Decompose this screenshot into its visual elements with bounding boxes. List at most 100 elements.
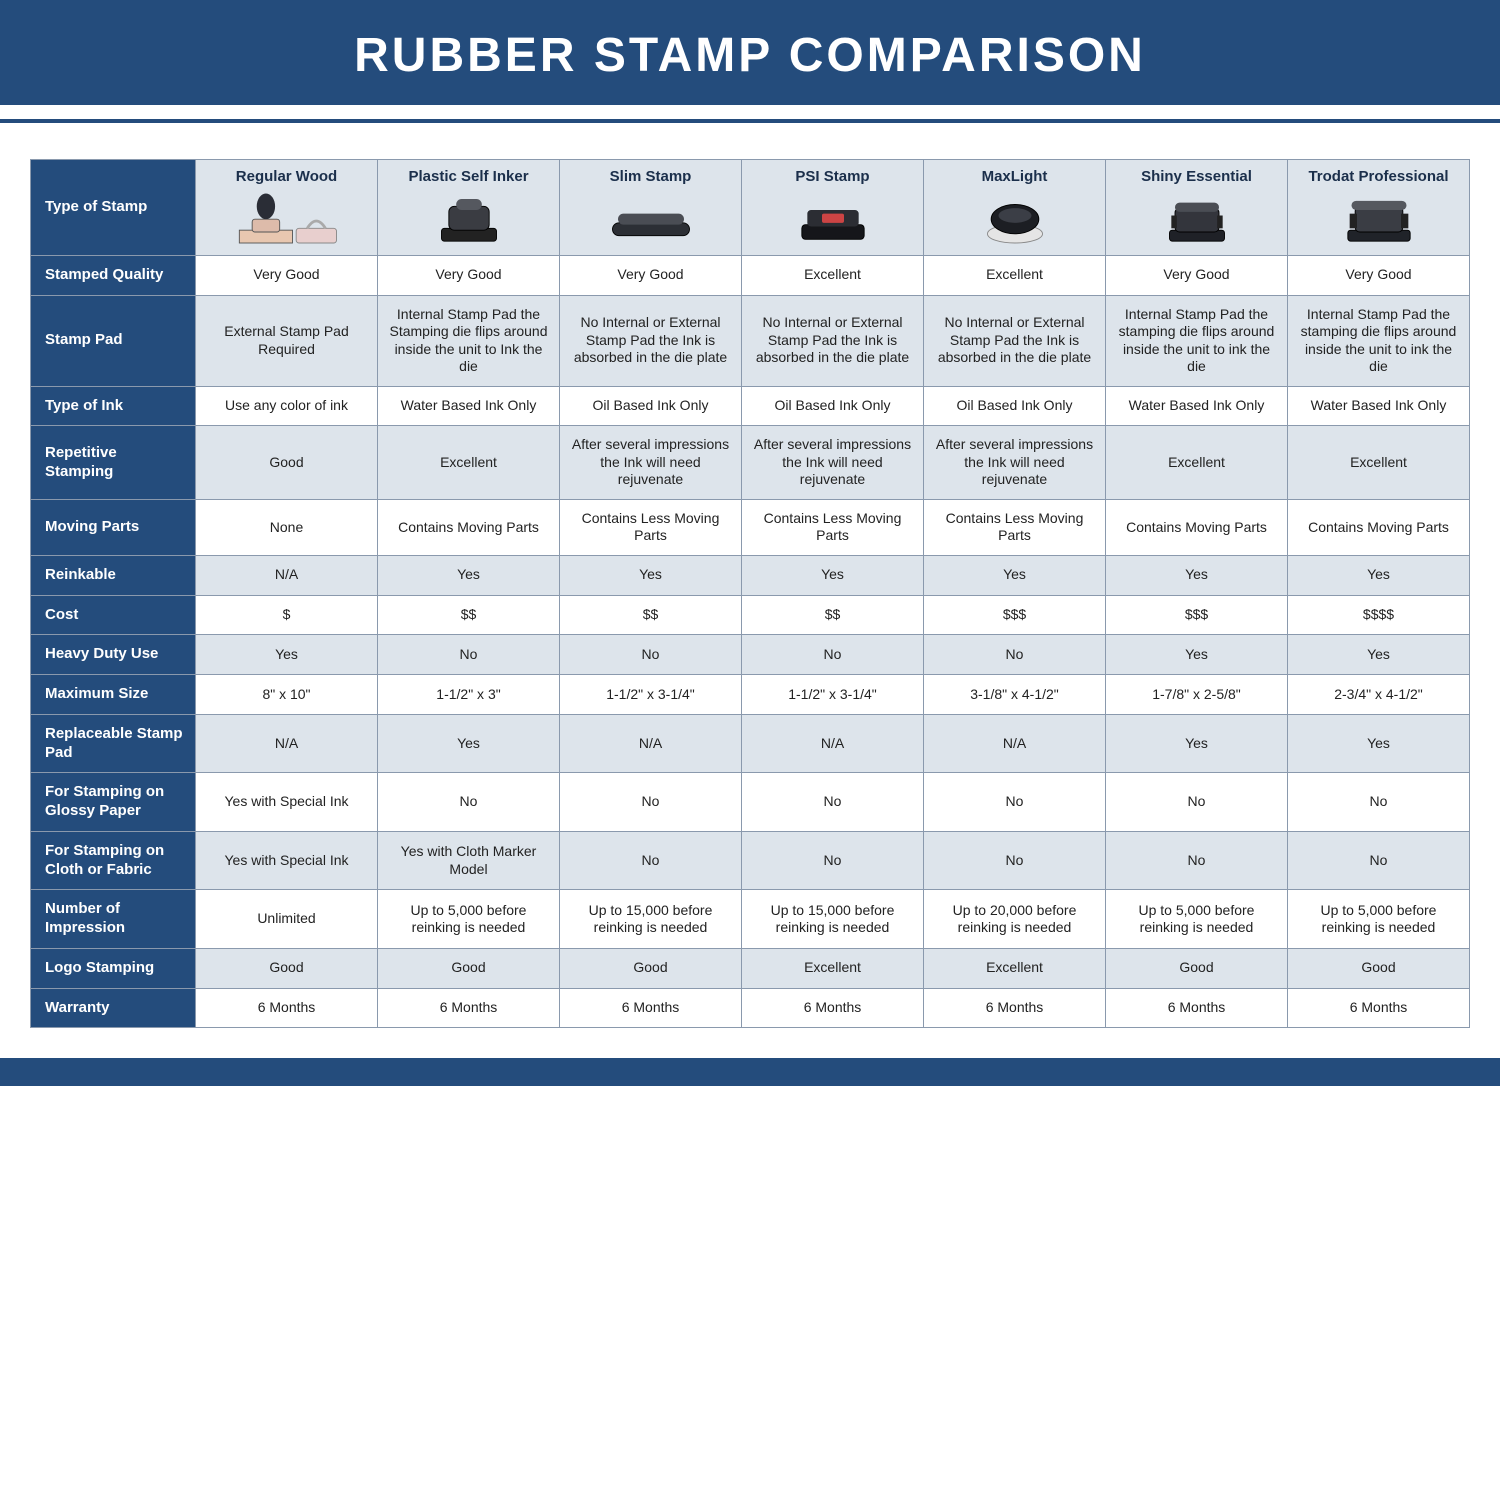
table-cell: N/A — [560, 714, 742, 773]
row-header: For Stamping on Glossy Paper — [31, 773, 196, 832]
table-body: Stamped QualityVery GoodVery GoodVery Go… — [31, 255, 1470, 1028]
table-cell: No — [924, 635, 1106, 675]
table-cell: No Internal or External Stamp Pad the In… — [924, 295, 1106, 386]
table-cell: No — [560, 831, 742, 890]
table-row: ReinkableN/AYesYesYesYesYesYes — [31, 555, 1470, 595]
table-cell: No — [924, 831, 1106, 890]
table-cell: Yes with Cloth Marker Model — [378, 831, 560, 890]
table-cell: Good — [196, 948, 378, 988]
table-cell: Yes — [742, 555, 924, 595]
stamp-thumb-psi-stamp-icon — [778, 193, 888, 249]
table-cell: No — [742, 773, 924, 832]
table-cell: 2-3/4" x 4-1/2" — [1288, 675, 1470, 715]
table-cell: Yes — [378, 555, 560, 595]
table-cell: Excellent — [742, 255, 924, 295]
table-cell: Up to 20,000 before reinking is needed — [924, 890, 1106, 949]
table-cell: Oil Based Ink Only — [560, 386, 742, 426]
table-cell: Yes — [924, 555, 1106, 595]
table-cell: 6 Months — [560, 988, 742, 1028]
table-cell: 1-7/8" x 2-5/8" — [1106, 675, 1288, 715]
row-header: Stamp Pad — [31, 295, 196, 386]
table-cell: No — [1106, 773, 1288, 832]
table-cell: No — [1106, 831, 1288, 890]
row-header: Cost — [31, 595, 196, 635]
table-cell: Yes with Special Ink — [196, 831, 378, 890]
table-cell: No — [378, 773, 560, 832]
table-cell: Excellent — [742, 948, 924, 988]
table-cell: N/A — [196, 555, 378, 595]
table-cell: Water Based Ink Only — [1106, 386, 1288, 426]
table-cell: Yes — [1288, 635, 1470, 675]
table-cell: Yes — [1288, 555, 1470, 595]
table-cell: Excellent — [1106, 426, 1288, 500]
row-header: Logo Stamping — [31, 948, 196, 988]
table-row: Repetitive StampingGoodExcellentAfter se… — [31, 426, 1470, 500]
table-cell: Contains Less Moving Parts — [742, 499, 924, 555]
table-cell: $$ — [378, 595, 560, 635]
table-cell: Unlimited — [196, 890, 378, 949]
table-cell: N/A — [196, 714, 378, 773]
table-cell: Yes with Special Ink — [196, 773, 378, 832]
col-header: PSI Stamp — [742, 160, 924, 256]
table-cell: Very Good — [1106, 255, 1288, 295]
table-cell: After several impressions the Ink will n… — [924, 426, 1106, 500]
col-header: MaxLight — [924, 160, 1106, 256]
table-cell: No — [1288, 773, 1470, 832]
row-header: Repetitive Stamping — [31, 426, 196, 500]
table-cell: Oil Based Ink Only — [742, 386, 924, 426]
table-cell: 6 Months — [742, 988, 924, 1028]
row-header: Heavy Duty Use — [31, 635, 196, 675]
table-cell: No — [378, 635, 560, 675]
stamp-thumb-shiny-essential-icon — [1142, 193, 1252, 249]
table-row: Number of ImpressionUnlimitedUp to 5,000… — [31, 890, 1470, 949]
table-cell: After several impressions the Ink will n… — [560, 426, 742, 500]
row-header: Warranty — [31, 988, 196, 1028]
row-header: Replaceable Stamp Pad — [31, 714, 196, 773]
title-banner: RUBBER STAMP COMPARISON — [0, 0, 1500, 105]
table-row: Cost$$$$$$$$$$$$$$$$$ — [31, 595, 1470, 635]
table-cell: 1-1/2" x 3" — [378, 675, 560, 715]
table-cell: $$ — [560, 595, 742, 635]
table-cell: $$$ — [924, 595, 1106, 635]
table-cell: Yes — [560, 555, 742, 595]
table-cell: 6 Months — [924, 988, 1106, 1028]
row-header: Stamped Quality — [31, 255, 196, 295]
table-cell: N/A — [742, 714, 924, 773]
table-row: For Stamping on Glossy PaperYes with Spe… — [31, 773, 1470, 832]
table-row: Type of InkUse any color of inkWater Bas… — [31, 386, 1470, 426]
table-cell: Yes — [196, 635, 378, 675]
table-cell: Contains Moving Parts — [1288, 499, 1470, 555]
row-header: For Stamping on Cloth or Fabric — [31, 831, 196, 890]
table-cell: Very Good — [560, 255, 742, 295]
col-header: Trodat Professional — [1288, 160, 1470, 256]
table-row: Moving PartsNoneContains Moving PartsCon… — [31, 499, 1470, 555]
row-header: Type of Stamp — [31, 160, 196, 256]
table-cell: Internal Stamp Pad the stamping die flip… — [1288, 295, 1470, 386]
table-cell: Up to 5,000 before reinking is needed — [378, 890, 560, 949]
table-cell: Excellent — [924, 255, 1106, 295]
col-header: Shiny Essential — [1106, 160, 1288, 256]
row-header: Number of Impression — [31, 890, 196, 949]
table-cell: $$$$ — [1288, 595, 1470, 635]
table-cell: No — [742, 635, 924, 675]
table-cell: Very Good — [1288, 255, 1470, 295]
table-cell: Up to 5,000 before reinking is needed — [1288, 890, 1470, 949]
table-cell: No — [924, 773, 1106, 832]
table-cell: Good — [378, 948, 560, 988]
table-cell: Excellent — [378, 426, 560, 500]
table-cell: N/A — [924, 714, 1106, 773]
table-cell: Use any color of ink — [196, 386, 378, 426]
stamp-thumb-trodat-professional-icon — [1324, 193, 1434, 249]
row-header: Moving Parts — [31, 499, 196, 555]
table-cell: Yes — [1106, 635, 1288, 675]
table-cell: Up to 15,000 before reinking is needed — [560, 890, 742, 949]
column-header-row: Type of Stamp Regular Wood Plastic Self … — [31, 160, 1470, 256]
table-cell: After several impressions the Ink will n… — [742, 426, 924, 500]
stamp-thumb-regular-wood-icon — [232, 193, 342, 249]
col-header: Regular Wood — [196, 160, 378, 256]
table-cell: Excellent — [924, 948, 1106, 988]
table-cell: External Stamp Pad Required — [196, 295, 378, 386]
stamp-thumb-maxlight-icon — [960, 193, 1070, 249]
table-cell: $$ — [742, 595, 924, 635]
row-header: Maximum Size — [31, 675, 196, 715]
